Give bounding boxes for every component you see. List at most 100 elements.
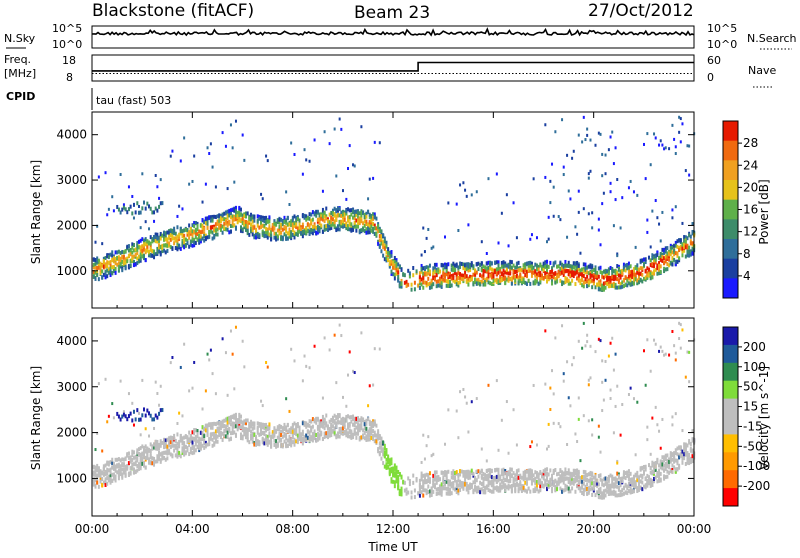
power-cell bbox=[268, 215, 270, 219]
freq-left-tick-top: 18 bbox=[62, 54, 76, 67]
power-cell bbox=[181, 207, 183, 210]
power-cell bbox=[160, 178, 162, 181]
velocity-cell bbox=[566, 443, 568, 446]
velocity-cell bbox=[106, 420, 108, 423]
power-cell bbox=[476, 190, 478, 193]
velocity-cell bbox=[265, 361, 267, 364]
power-cell bbox=[666, 246, 668, 250]
velocity-cell bbox=[584, 344, 586, 347]
power-cell bbox=[411, 283, 413, 287]
nave-label: Nave bbox=[748, 64, 776, 77]
power-cell bbox=[658, 223, 660, 226]
power-cell bbox=[285, 190, 287, 193]
velocity-cell bbox=[267, 366, 269, 369]
power-cell bbox=[115, 271, 117, 275]
velocity-cell bbox=[508, 452, 510, 455]
power-cell bbox=[551, 163, 553, 166]
power-cell bbox=[419, 286, 421, 290]
power-cell bbox=[183, 136, 185, 139]
power-cell bbox=[581, 140, 583, 143]
power-cell bbox=[344, 218, 346, 222]
power-cell bbox=[422, 227, 424, 230]
velocity-cell bbox=[484, 490, 486, 494]
power-cell bbox=[380, 249, 382, 253]
power-cell bbox=[660, 239, 662, 242]
velocity-cell bbox=[498, 449, 500, 452]
velocity-cell bbox=[372, 384, 374, 387]
y-tick-label: 3000 bbox=[56, 173, 87, 187]
power-cell bbox=[665, 146, 667, 149]
colorbar-segment bbox=[723, 239, 738, 259]
y-tick-label: 1000 bbox=[56, 264, 87, 278]
power-cell bbox=[357, 225, 359, 229]
power-cell bbox=[243, 159, 245, 162]
velocity-cell bbox=[181, 414, 183, 417]
power-cell bbox=[573, 150, 575, 153]
colorbar-segment bbox=[723, 141, 738, 161]
power-cell bbox=[586, 134, 588, 137]
power-cell bbox=[675, 205, 677, 208]
power-cell bbox=[432, 245, 434, 248]
power-cell bbox=[374, 141, 376, 144]
power-cell bbox=[447, 201, 449, 204]
power-cell bbox=[641, 273, 643, 277]
power-cell bbox=[529, 238, 531, 241]
power-cell bbox=[339, 207, 341, 211]
power-cell bbox=[651, 210, 653, 213]
power-cell bbox=[212, 166, 214, 169]
power-cell bbox=[427, 228, 429, 231]
power-cell bbox=[673, 138, 675, 141]
velocity-cell bbox=[225, 351, 227, 354]
power-cell bbox=[613, 224, 615, 227]
velocity-cell bbox=[115, 475, 117, 479]
velocity-cell bbox=[382, 440, 384, 444]
velocity-cell bbox=[491, 469, 493, 473]
power-cell bbox=[549, 261, 551, 265]
colorbar-segment bbox=[723, 259, 738, 279]
velocity-cell bbox=[412, 474, 414, 478]
power-cell bbox=[130, 263, 132, 267]
velocity-cell bbox=[208, 358, 210, 361]
velocity-cell bbox=[191, 387, 193, 390]
velocity-cell bbox=[295, 430, 297, 434]
power-cell bbox=[208, 235, 210, 239]
power-cell bbox=[145, 207, 147, 211]
velocity-cell bbox=[113, 416, 115, 419]
power-cell bbox=[329, 142, 331, 145]
power-cell bbox=[655, 258, 657, 262]
power-cell bbox=[335, 218, 337, 222]
colorbar-tick-label: 4 bbox=[743, 269, 751, 283]
velocity-cell bbox=[133, 450, 135, 454]
noise-left-tick-top: 10^5 bbox=[52, 22, 82, 35]
power-cell bbox=[549, 201, 551, 204]
power-cell bbox=[340, 128, 342, 131]
power-cell bbox=[506, 193, 508, 196]
power-cell bbox=[578, 264, 580, 268]
y-tick-label: 4000 bbox=[56, 128, 87, 142]
velocity-cell bbox=[471, 484, 473, 488]
velocity-cell bbox=[549, 468, 551, 472]
power-cell bbox=[210, 142, 212, 145]
freq-unit-label: [MHz] bbox=[4, 67, 36, 80]
power-cell bbox=[588, 212, 590, 215]
velocity-cell bbox=[578, 340, 580, 343]
velocity-cell bbox=[429, 477, 431, 481]
velocity-cell bbox=[349, 350, 351, 353]
power-cell bbox=[549, 180, 551, 183]
velocity-cell bbox=[339, 324, 341, 327]
power-cell bbox=[630, 264, 632, 268]
velocity-cell bbox=[578, 418, 580, 421]
power-cell bbox=[616, 254, 618, 257]
velocity-cell bbox=[130, 471, 132, 475]
power-cell bbox=[548, 216, 550, 219]
velocity-cell bbox=[529, 490, 531, 494]
power-cell bbox=[536, 236, 538, 239]
velocity-cell bbox=[571, 486, 573, 490]
power-cell bbox=[133, 243, 135, 247]
power-cell bbox=[115, 267, 117, 271]
velocity-cell bbox=[212, 372, 214, 375]
power-cell bbox=[595, 144, 597, 147]
velocity-cell bbox=[432, 453, 434, 456]
power-cell bbox=[148, 227, 150, 230]
velocity-cell bbox=[294, 443, 296, 447]
